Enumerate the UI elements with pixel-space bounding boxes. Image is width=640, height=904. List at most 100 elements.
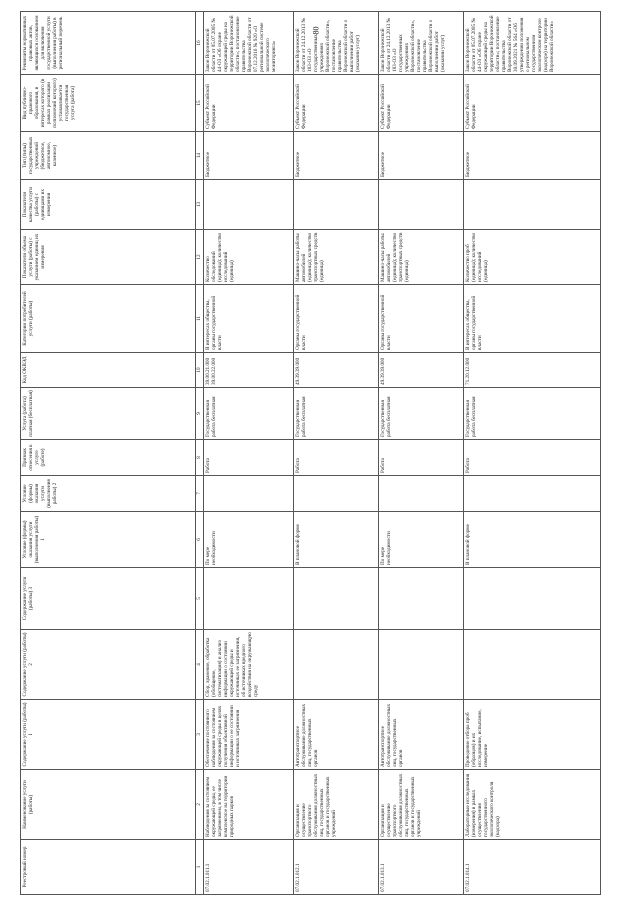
empty-cell [378, 629, 464, 700]
column-number: 10 [195, 352, 204, 388]
empty-cell [378, 567, 464, 630]
table-cell: Органы государственной власти [378, 284, 464, 353]
table-cell: Субъект Российской Федерации [293, 74, 379, 132]
table-cell: Проведение отбора проб (образцов) и их и… [463, 699, 601, 770]
column-number: 16 [195, 11, 204, 75]
table-cell: Закон Воронежской области от 05.07.2005 … [463, 11, 601, 75]
empty-cell [203, 567, 294, 630]
table-cell: В интересах общества, органы государстве… [463, 284, 601, 353]
table-cell: 49.39.39.000 [293, 352, 379, 388]
table-cell: Работа [203, 439, 294, 476]
data-row: 07.02.1.011.1 Наблюдения за состоянием ок… [203, 11, 294, 895]
table-cell: Количество обследований (единица); колич… [203, 229, 294, 285]
empty-cell [463, 475, 601, 512]
empty-cell [293, 179, 379, 230]
empty-cell [293, 567, 379, 630]
table-cell: Бюджетное [293, 131, 379, 180]
column-number: 6 [195, 511, 204, 568]
table-cell: Автотранспортное обслуживание должностны… [293, 699, 379, 770]
table-cell: 07.02.1.013.1 [378, 839, 464, 895]
table-cell: Органы государственной власти [293, 284, 379, 353]
table-cell: 07.02.1.012.1 [293, 839, 379, 895]
table-cell: Государственная работа бесплатная [463, 387, 601, 440]
table-cell: 39.00.21.000 39.00.22.000 [203, 352, 294, 388]
column-header: Содержание услуги (работы) 1 [20, 699, 196, 770]
table-cell: Машино-часы работы автомобилей (единица)… [378, 229, 464, 285]
table-cell: Работа [378, 439, 464, 476]
column-number: 13 [195, 179, 204, 230]
table-cell: Количество проб (единица); количество ис… [463, 229, 601, 285]
column-number: 8 [195, 439, 204, 476]
table-cell: Автотранспортное обслуживание должностны… [378, 699, 464, 770]
table-cell: Обеспечение постоянного наблюдения за со… [203, 699, 294, 770]
table-cell: По мере необходимости [203, 511, 294, 568]
column-header: Код ОКВЭД [20, 352, 196, 388]
table-cell: Субъект Российской Федерации [378, 74, 464, 132]
column-header: Наименование услуги (работы) [20, 769, 196, 840]
empty-cell [293, 475, 379, 512]
table-cell: Государственная работа бесплатная [293, 387, 379, 440]
table-cell: Организация и осуществление транспортног… [378, 769, 464, 840]
column-header: Показатели качества услуги (работы) с ед… [20, 179, 196, 230]
table-cell: Работа [463, 439, 601, 476]
table-cell: Бюджетное [203, 131, 294, 180]
column-header: Тип (типы) государственных учреждений (б… [20, 131, 196, 180]
column-number: 4 [195, 629, 204, 700]
table-cell: Субъект Российской Федерации [463, 74, 601, 132]
table-cell: Организация и осуществление транспортног… [293, 769, 379, 840]
column-header: Условие (формы) оказания услуги (выполне… [20, 511, 196, 568]
empty-cell [463, 567, 601, 630]
table-cell: Субъект Российской Федерации [203, 74, 294, 132]
data-row: 07.02.1.013.1 Организация и осуществление… [378, 11, 464, 895]
column-number: 1 [195, 839, 204, 895]
column-header: Содержание услуги (работы) 2 [20, 629, 196, 700]
header-row: Реестровый номер Наименование услуги (раб… [20, 11, 196, 895]
column-number: 3 [195, 699, 204, 770]
column-number: 11 [195, 284, 204, 353]
register-table: Реестровый номер Наименование услуги (раб… [20, 11, 601, 895]
column-header: Вид публично-правового образования, в ин… [20, 74, 196, 132]
empty-cell [293, 629, 379, 700]
column-number: 15 [195, 74, 204, 132]
table-cell: В плановой форме [293, 511, 379, 568]
column-number: 5 [195, 567, 204, 630]
table-cell: В интересах общества, органы государстве… [203, 284, 294, 353]
column-header: Условие (формы) оказания услуги (выполне… [20, 475, 196, 512]
table-cell: 07.02.1.011.1 [203, 839, 294, 895]
empty-cell [463, 179, 601, 230]
column-header: Реквизиты нормативных правовых актов, яв… [20, 11, 196, 75]
empty-cell [203, 475, 294, 512]
column-number: 9 [195, 387, 204, 440]
column-number: 2 [195, 769, 204, 840]
number-row: 1 2 3 4 5 6 7 8 9 10 11 12 13 14 15 16 [195, 11, 204, 895]
table-cell: В плановой форме [463, 511, 601, 568]
table-cell: Бюджетное [378, 131, 464, 180]
table-cell: Наблюдения за состоянием окружающей сред… [203, 769, 294, 840]
empty-cell [378, 179, 464, 230]
table-cell: 71.20.12.000 [463, 352, 601, 388]
table-cell: Государственная работа бесплатная [203, 387, 294, 440]
empty-cell [378, 475, 464, 512]
table-cell: Закон Воронежской области от 24.12.2013 … [293, 11, 379, 75]
table-cell: 49.39.39.000 [378, 352, 464, 388]
empty-cell [463, 629, 601, 700]
data-row: 07.02.1.014.1 Лабораторные исследования (… [463, 11, 601, 895]
table-cell: По мере необходимости [378, 511, 464, 568]
data-row: 07.02.1.012.1 Организация и осуществление… [293, 11, 379, 895]
table-cell: Государственная работа бесплатная [378, 387, 464, 440]
column-header: Реестровый номер [20, 839, 196, 895]
column-header: Признак отнесения к услуге (работе) [20, 439, 196, 476]
rotated-sheet: Реестровый номер Наименование услуги (раб… [20, 11, 601, 895]
table-cell: Сбор, хранение, обработка (обобщение, си… [203, 629, 294, 700]
table-cell: Работа [293, 439, 379, 476]
table-cell: 07.02.1.014.1 [463, 839, 601, 895]
empty-cell [203, 179, 294, 230]
column-number: 12 [195, 229, 204, 285]
table-cell: Машино-часы работы автомобилей (единица)… [293, 229, 379, 285]
table-cell: Бюджетное [463, 131, 601, 180]
table-cell: Лабораторные исследования (измерения) в … [463, 769, 601, 840]
column-header: Категории потребителей услуги (работы) [20, 284, 196, 353]
column-header: Показатели объема услуги (работы) с указ… [20, 229, 196, 285]
